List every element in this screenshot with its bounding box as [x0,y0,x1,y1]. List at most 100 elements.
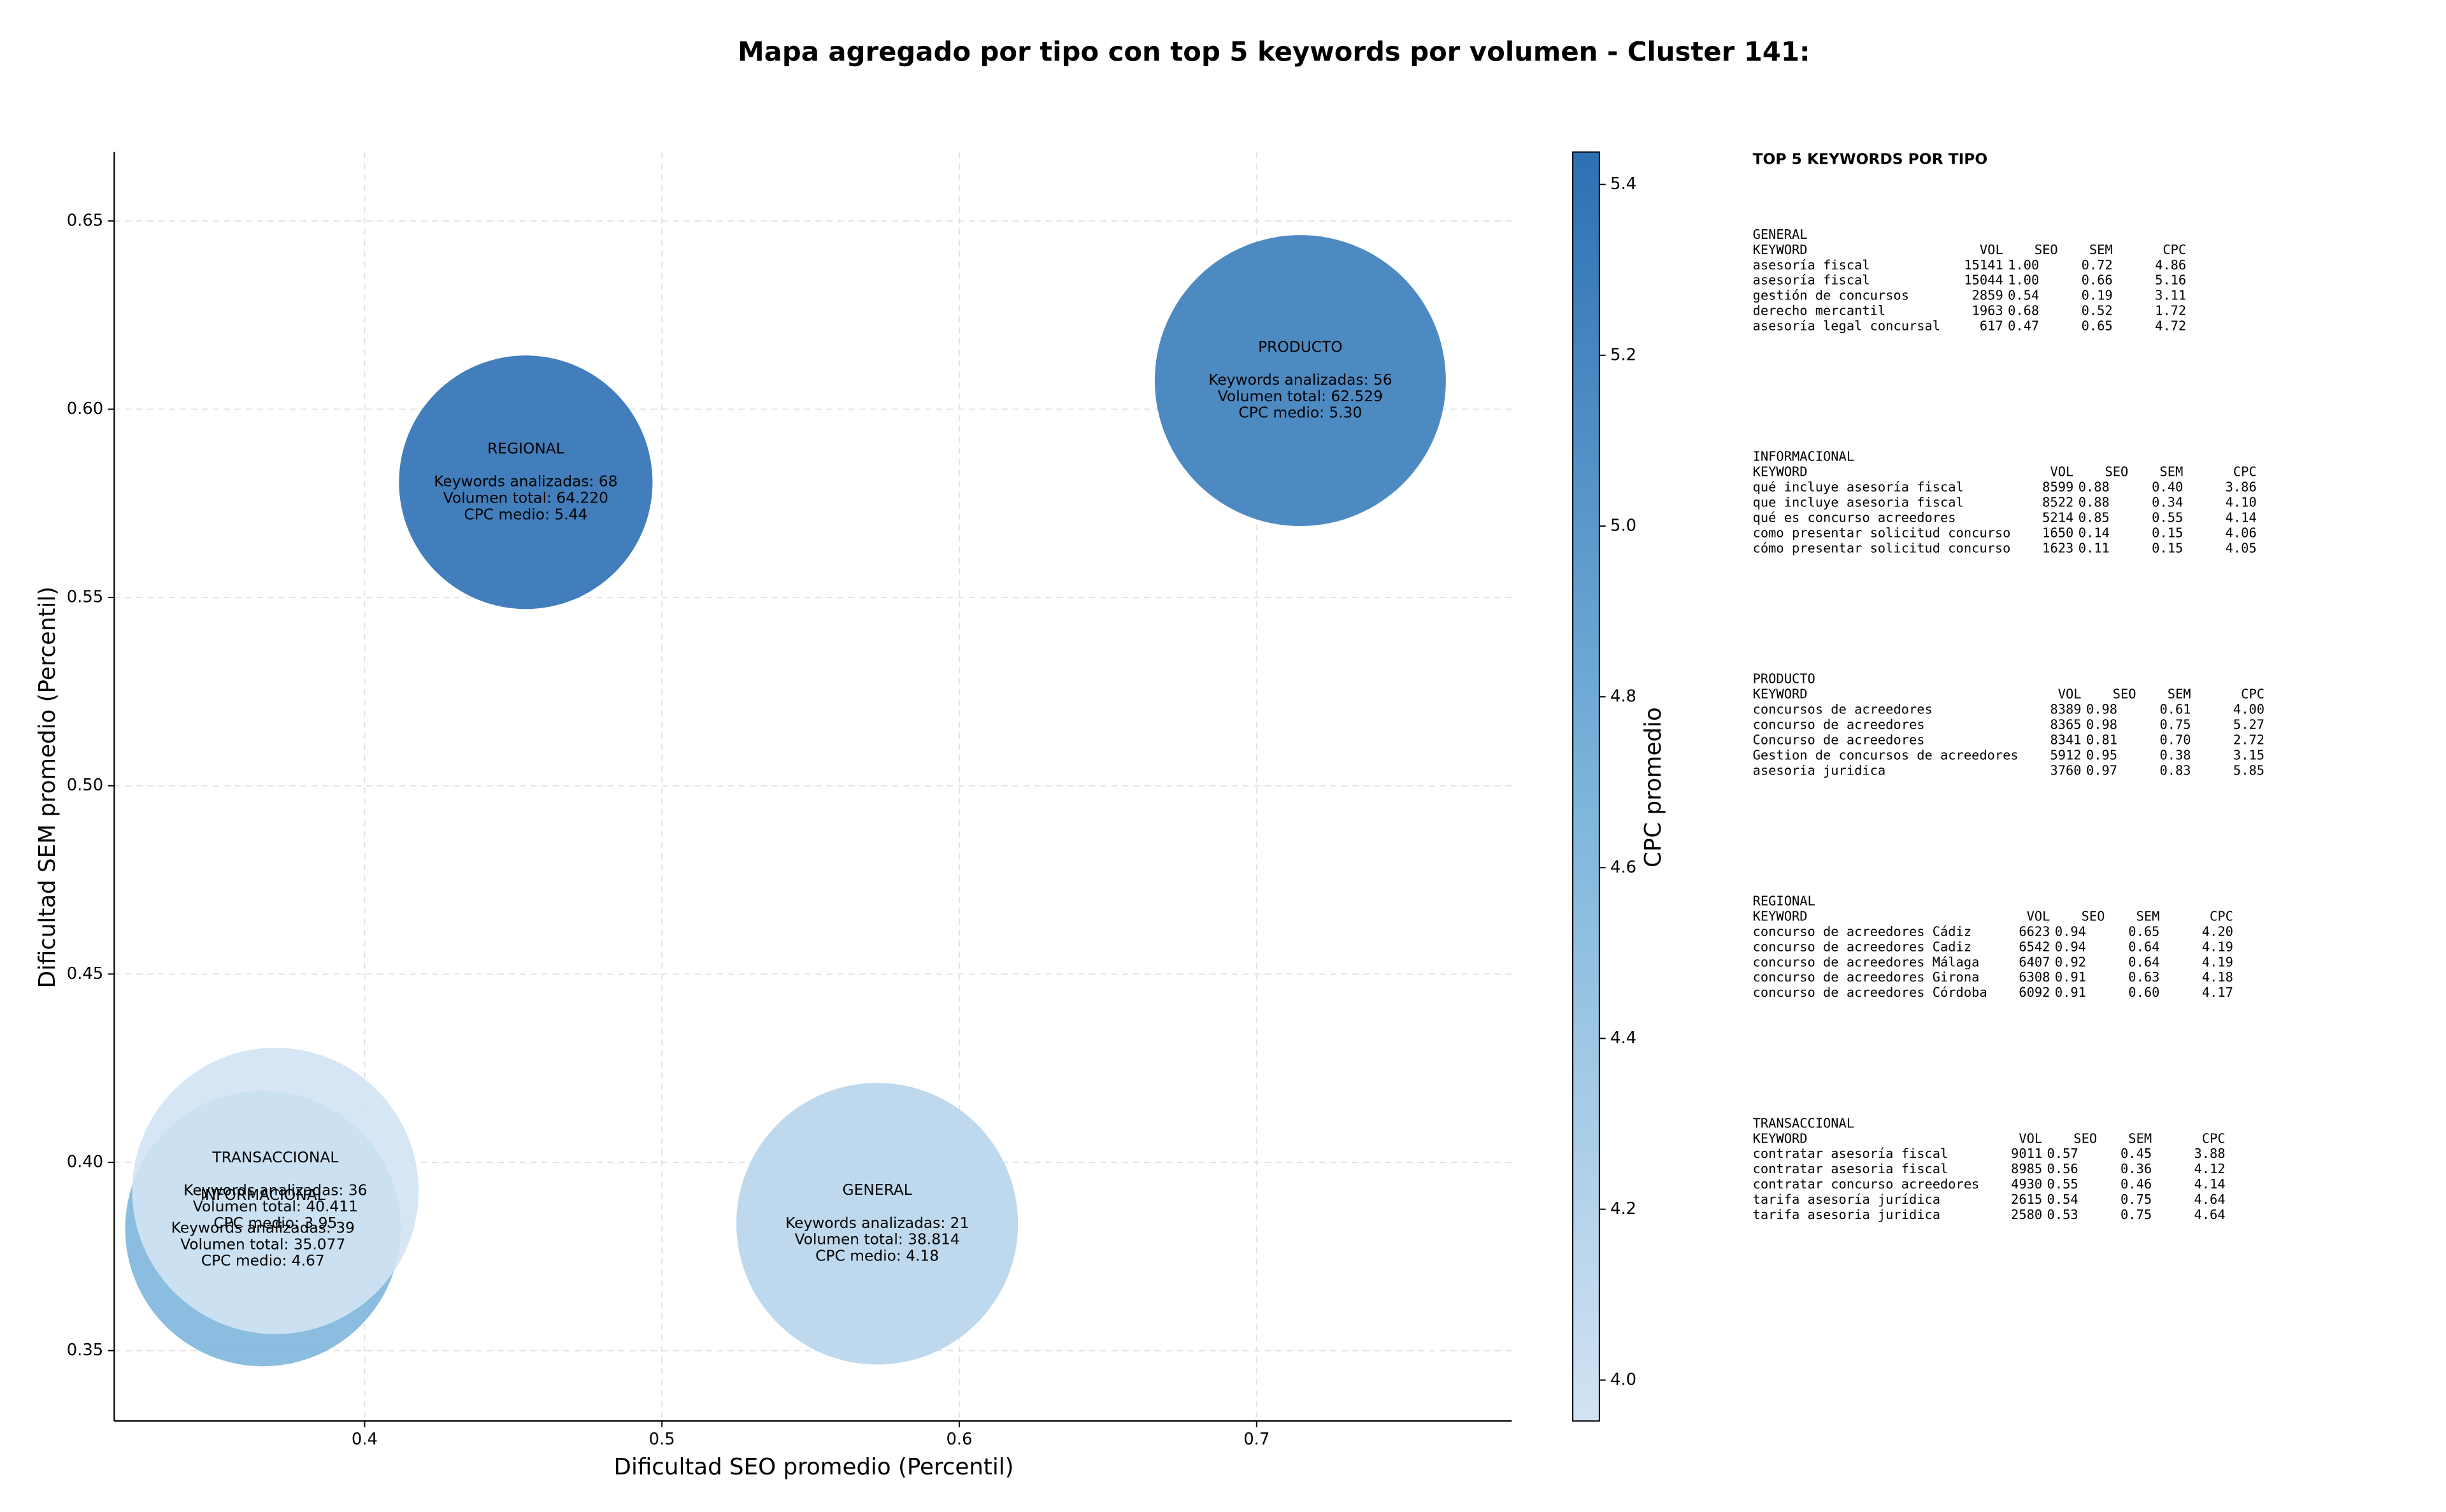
panel-keyword: concurso de acreedores Cádiz [1753,924,1971,939]
x-tick-label: 0.5 [649,1430,675,1449]
panel-cell: 2.72 [2233,732,2264,747]
panel-cell: 3.88 [2194,1146,2226,1161]
panel-cell: 4.64 [2194,1192,2226,1207]
panel-cell: 5.27 [2233,717,2264,732]
colorbar-tick-label: 4.6 [1610,858,1636,877]
panel-column-header: SEM [2089,242,2113,257]
bubble-annotation: Keywords analizadas: 21 [785,1214,969,1232]
x-tick-label: 0.4 [352,1430,378,1449]
panel-column-header: SEO [2073,1130,2097,1146]
panel-cell: 1623 [2042,540,2073,555]
panel-cell: 0.65 [2128,924,2159,939]
bubble-annotation: CPC medio: 5.30 [1238,404,1362,422]
panel-cell: 0.75 [2121,1192,2152,1207]
panel-cell: 15044 [1964,273,2003,288]
panel-cell: 0.55 [2152,510,2183,525]
panel-cell: 4.86 [2155,257,2186,273]
panel-cell: 0.98 [2086,702,2117,717]
panel-column-header: SEO [2105,464,2128,480]
panel-cell: 5.85 [2233,762,2264,778]
panel-cell: 0.15 [2152,540,2183,555]
panel-group-title: GENERAL [1753,227,1808,242]
panel-cell: 2615 [2011,1192,2042,1207]
panel-cell: 3.86 [2226,480,2257,495]
bubble-label: GENERAL [843,1181,912,1199]
panel-cell: 0.75 [2121,1207,2152,1222]
bubble-annotation: Keywords analizadas: 68 [434,473,617,490]
chart-title: Mapa agregado por tipo con top 5 keyword… [738,36,1810,67]
panel-cell: 0.34 [2152,495,2183,510]
panel-cell: 3.15 [2233,747,2264,762]
panel-column-header: KEYWORD [1753,464,1808,480]
panel-cell: 15141 [1964,257,2003,273]
y-tick-label: 0.40 [67,1152,103,1171]
panel-cell: 0.55 [2047,1176,2078,1192]
panel-keyword: Gestion de concursos de acreedores [1753,747,2019,762]
panel-cell: 6542 [2019,939,2050,954]
panel-column-header: CPC [2202,1130,2226,1146]
panel-column-header: CPC [2233,464,2257,480]
panel-cell: 5912 [2050,747,2081,762]
panel-cell: 0.97 [2086,762,2117,778]
panel-cell: 0.92 [2055,954,2086,969]
panel-cell: 0.47 [2008,318,2039,334]
panel-cell: 4.10 [2226,495,2257,510]
x-tick-label: 0.7 [1243,1430,1269,1449]
panel-keyword: asesoria juridica [1753,762,1886,778]
panel-column-header: KEYWORD [1753,908,1808,924]
panel-cell: 4.17 [2202,985,2233,1000]
bubble-annotation: CPC medio: 4.18 [815,1246,939,1264]
panel-keyword: como presentar solicitud concurso [1753,525,2011,541]
y-tick-label: 0.65 [67,211,103,230]
bubble-annotation: Keywords analizadas: 56 [1208,371,1392,389]
panel-cell: 0.15 [2152,525,2183,541]
bubble-annotation: Volumen total: 35.077 [180,1235,345,1253]
panel-keyword: asesoría legal concursal [1753,318,1940,334]
panel-cell: 6092 [2019,985,2050,1000]
bubble-label: REGIONAL [487,439,564,457]
panel-column-header: VOL [2027,908,2050,924]
panel-cell: 6407 [2019,954,2050,969]
panel-group-title: TRANSACCIONAL [1753,1115,1854,1130]
panel-cell: 4.64 [2194,1207,2226,1222]
panel-cell: 0.54 [2008,288,2039,303]
panel-cell: 4.19 [2202,939,2233,954]
panel-column-header: VOL [2058,687,2082,702]
panel-keyword: concurso de acreedores [1753,717,1925,732]
panel-column-header: SEO [2035,242,2058,257]
panel-cell: 1.72 [2155,303,2186,318]
panel-keyword: tarifa asesoria juridica [1753,1207,1940,1222]
panel-keyword: derecho mercantil [1753,303,1886,318]
panel-cell: 0.68 [2008,303,2039,318]
colorbar-tick-label: 5.0 [1610,516,1636,535]
panel-cell: 0.70 [2159,732,2191,747]
panel-keyword: cómo presentar solicitud concurso [1753,540,2011,555]
panel-cell: 0.40 [2152,480,2183,495]
panel-keyword: asesoría fiscal [1753,273,1870,288]
panel-cell: 9011 [2011,1146,2042,1161]
panel-keyword: contratar asesoría fiscal [1753,1146,1949,1161]
panel-cell: 4.72 [2155,318,2186,334]
bubble-annotation: Keywords analizadas: 39 [171,1219,355,1237]
panel-cell: 0.45 [2121,1146,2152,1161]
panel-cell: 0.88 [2078,480,2110,495]
panel-cell: 0.81 [2086,732,2117,747]
panel-cell: 4930 [2011,1176,2042,1192]
panel-cell: 0.53 [2047,1207,2078,1222]
panel-cell: 6623 [2019,924,2050,939]
panel-cell: 0.91 [2055,985,2086,1000]
colorbar-tick-label: 4.8 [1610,687,1636,706]
panel-keyword: que incluye asesoria fiscal [1753,495,1964,510]
colorbar-tick-label: 4.0 [1610,1370,1636,1389]
panel-cell: 1963 [1972,303,2003,318]
panel-cell: 8365 [2050,717,2081,732]
panel-cell: 4.14 [2194,1176,2226,1192]
colorbar-tick-label: 5.4 [1610,175,1636,194]
y-tick-label: 0.50 [67,776,103,795]
panel-keyword: contratar concurso acreedores [1753,1176,1980,1192]
panel-cell: 6308 [2019,969,2050,985]
panel-cell: 0.14 [2078,525,2110,541]
panel-cell: 0.75 [2159,717,2191,732]
